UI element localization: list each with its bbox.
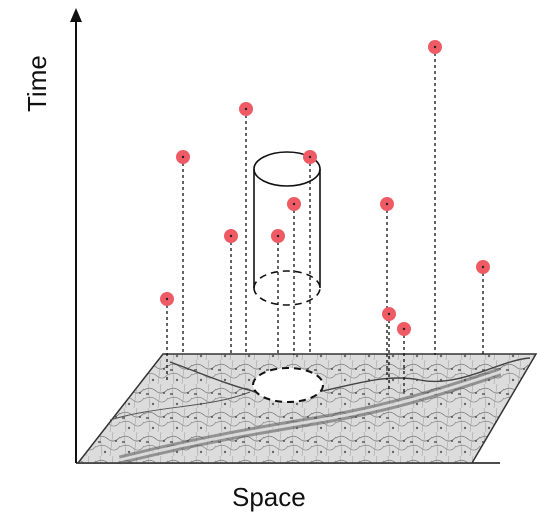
- map-surface: [76, 353, 538, 464]
- event-point-center: [181, 155, 185, 159]
- map-river-bank: [119, 370, 501, 462]
- y-axis-label: Time: [22, 55, 52, 112]
- events-layer: [160, 40, 490, 392]
- projected-region-on-map: [252, 367, 324, 403]
- cylinder-bottom-back: [253, 270, 321, 289]
- event-point-center: [402, 327, 406, 331]
- event-point-center: [229, 234, 233, 238]
- event-point-center: [385, 202, 389, 206]
- event-point-center: [165, 297, 169, 301]
- event-point-center: [387, 312, 391, 316]
- event-point-center: [292, 202, 296, 206]
- event-point-center: [308, 155, 312, 159]
- cylinder-top: [253, 151, 321, 187]
- event-point-center: [244, 107, 248, 111]
- map-plane: [76, 353, 538, 465]
- event-point-center: [433, 45, 437, 49]
- event-point-center: [276, 234, 280, 238]
- event-point-center: [481, 265, 485, 269]
- space-time-cylinder: [253, 151, 321, 306]
- map-road: [169, 357, 531, 397]
- cylinder-bottom-front: [253, 287, 321, 306]
- map-road-2: [109, 391, 251, 421]
- y-axis-arrowhead: [70, 8, 82, 22]
- x-axis-label: Space: [232, 482, 306, 512]
